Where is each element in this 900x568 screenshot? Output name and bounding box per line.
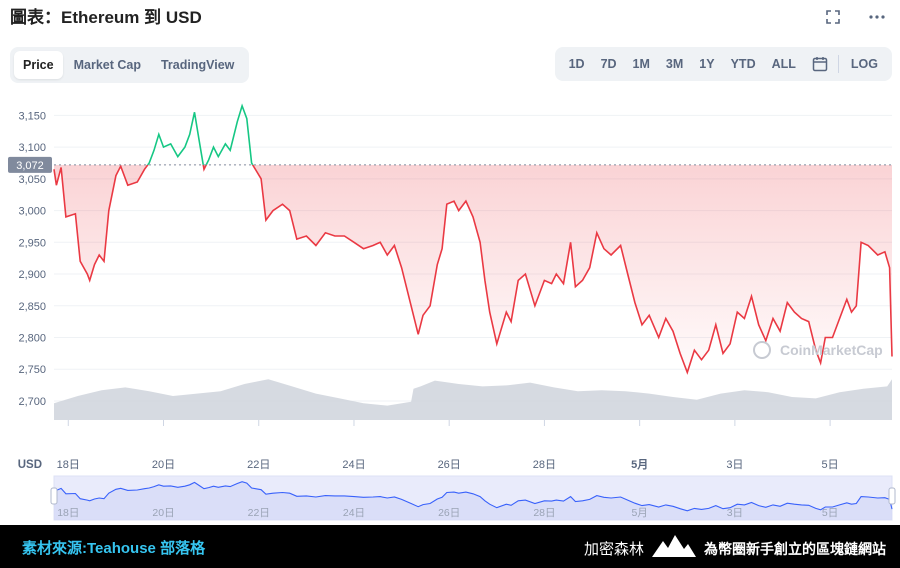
navigator-tick-label: 5月 (631, 507, 647, 519)
price-line-up (120, 103, 254, 165)
y-tick-label: 2,700 (18, 396, 46, 408)
y-tick-label: 2,900 (18, 269, 46, 281)
navigator-tick-label: 18日 (57, 507, 79, 519)
fullscreen-icon[interactable] (824, 8, 842, 26)
volume-area (54, 379, 892, 420)
x-tick-label: 5日 (822, 459, 839, 471)
page-title: 圖表：Ethereum 到 USD (10, 8, 202, 27)
axis-currency-label: USD (18, 459, 42, 471)
navigator-tick-label: 20日 (152, 507, 174, 519)
range-1d[interactable]: 1D (568, 57, 585, 71)
navigator-handle-left[interactable] (50, 487, 58, 505)
range-7d[interactable]: 7D (600, 57, 617, 71)
x-tick-label: 26日 (438, 459, 461, 471)
navigator-tick-label: 26日 (438, 507, 460, 519)
range-all[interactable]: ALL (771, 57, 796, 71)
price-chart: 2,700 2,750 2,800 2,850 2,900 2,950 3,000 3,050… (8, 103, 896, 521)
x-tick-label: 24日 (342, 459, 365, 471)
range-1y[interactable]: 1Y (699, 57, 715, 71)
reference-badge (8, 156, 52, 173)
time-range-selector: 1D 7D 1M 3M 1Y YTD ALL LOG (554, 47, 892, 81)
more-icon[interactable] (868, 8, 886, 26)
brand: 加密森林 為幣圈新手創立的區塊鏈網站 (584, 535, 886, 562)
x-tick-label: 20日 (152, 459, 175, 471)
brand-slogan: 為幣圈新手創立的區塊鏈網站 (704, 540, 886, 557)
navigator-tick-label: 24日 (343, 507, 365, 519)
log-scale-toggle[interactable]: LOG (850, 57, 878, 71)
footer-banner: 素材來源:Teahouse 部落格 加密森林 為幣圈新手創立的區塊鏈網站 (0, 525, 900, 568)
y-tick-label: 3,150 (18, 110, 46, 122)
range-1m[interactable]: 1M (632, 57, 650, 71)
watermark: CoinMarketCap (780, 342, 883, 358)
range-ytd[interactable]: YTD (730, 57, 756, 71)
y-tick-label: 3,050 (18, 174, 46, 186)
x-tick-label: 5月 (631, 458, 648, 471)
divider (837, 55, 839, 73)
mountain-logo-icon (652, 535, 696, 562)
x-tick-label: 28日 (533, 459, 556, 471)
price-line-down (53, 164, 893, 375)
watermark-logo-icon (753, 341, 771, 359)
source-credit: 素材來源:Teahouse 部落格 (22, 540, 206, 557)
navigator-tick-label: 28日 (533, 507, 555, 519)
calendar-icon[interactable] (812, 56, 828, 72)
tab-market-cap[interactable]: Market Cap (73, 58, 141, 72)
y-tick-label: 3,100 (18, 142, 46, 154)
x-tick-label: 18日 (57, 459, 80, 471)
navigator-handle-right[interactable] (888, 487, 896, 505)
top-actions (824, 8, 886, 26)
brand-name: 加密森林 (583, 541, 644, 558)
navigator-tick-label: 3日 (727, 507, 743, 519)
y-tick-label: 2,850 (18, 301, 46, 313)
price-area-fill (54, 164, 892, 373)
y-tick-label: 2,800 (18, 333, 46, 345)
tab-tradingview[interactable]: TradingView (160, 58, 235, 72)
y-tick-label: 3,000 (18, 206, 46, 218)
y-tick-label: 2,750 (18, 364, 46, 376)
navigator-tick-label: 22日 (248, 507, 270, 519)
navigator-area (54, 481, 892, 520)
range-3m[interactable]: 3M (665, 57, 684, 71)
y-tick-label: 2,950 (18, 237, 46, 249)
tab-price[interactable]: Price (14, 51, 63, 79)
x-tick-label: 3日 (726, 459, 743, 471)
x-tick-label: 22日 (247, 459, 270, 471)
navigator-line (53, 481, 893, 512)
chart-tabs: Price Market Cap TradingView (10, 47, 250, 83)
reference-price-label: 3,072 (16, 160, 44, 172)
navigator-tick-label: 5日 (822, 507, 838, 519)
